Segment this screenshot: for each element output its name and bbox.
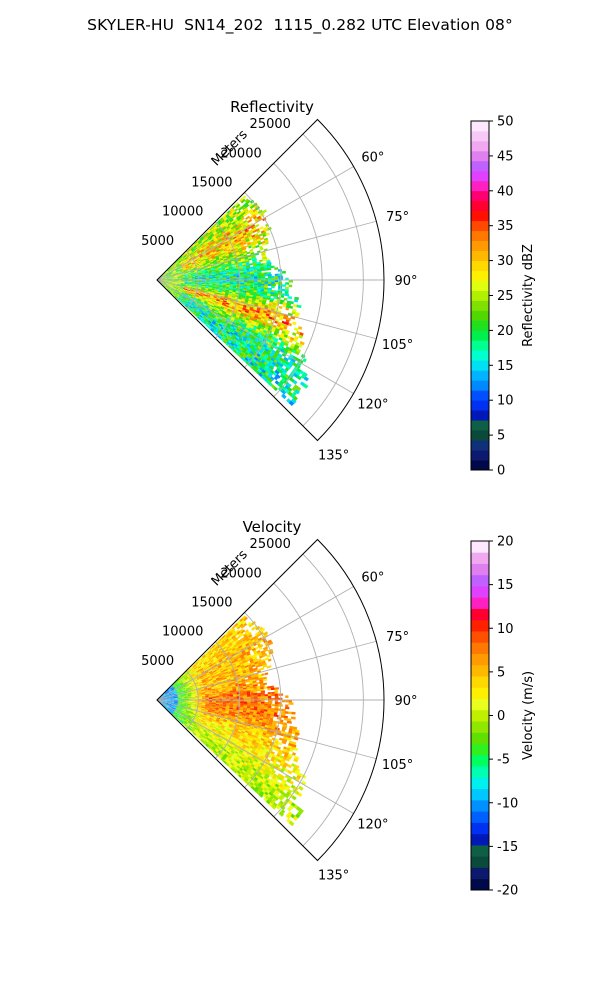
reflectivity-range-tick-label: 15000: [191, 175, 232, 190]
reflectivity-colorbar-tick-label: 15: [497, 359, 514, 374]
reflectivity-range-tick-label: 25000: [250, 117, 291, 132]
velocity-data-field: [157, 615, 307, 827]
reflectivity-azimuth-tick-label: 135°: [318, 449, 349, 464]
velocity-colorbar-tick-label: 0: [497, 709, 505, 724]
reflectivity-azimuth-line-3: [156, 279, 377, 340]
reflectivity-azimuth-tick-label: 60°: [361, 151, 384, 166]
reflectivity-azimuth-tick-label: 105°: [382, 338, 413, 353]
reflectivity-colorbar-tick-label: 50: [497, 115, 514, 130]
velocity-colorbar-tick-label: -15: [497, 840, 518, 855]
velocity-azimuth-tick-label: 135°: [318, 869, 349, 884]
velocity-range-tick-label: 10000: [162, 625, 203, 640]
reflectivity-title: Reflectivity: [230, 98, 314, 116]
velocity-azimuth-tick-label: 60°: [361, 571, 384, 586]
reflectivity-azimuth-tick-label: 120°: [357, 398, 388, 413]
reflectivity-colorbar-tick-label: 30: [497, 254, 514, 269]
reflectivity-panel: Reflectivity500010000150002000025000Mete…: [141, 98, 536, 479]
reflectivity-colorbar-tick-label: 25: [497, 289, 514, 304]
reflectivity-range-tick-label: 20000: [220, 146, 261, 161]
velocity-title: Velocity: [243, 518, 302, 536]
velocity-range-tick-label: 15000: [191, 595, 232, 610]
reflectivity-colorbar-tick-label: 0: [497, 464, 505, 479]
velocity-azimuth-tick-label: 120°: [357, 818, 388, 833]
velocity-colorbar-label: Velocity (m/s): [521, 671, 536, 760]
reflectivity-azimuth-tick-label: 90°: [394, 274, 417, 289]
reflectivity-colorbar-tick-label: 10: [497, 394, 514, 409]
reflectivity-azimuth-line-1: [156, 220, 377, 281]
velocity-azimuth-tick-label: 90°: [394, 694, 417, 709]
velocity-colorbar-tick-label: -20: [497, 884, 518, 899]
reflectivity-azimuth-tick-label: 75°: [386, 210, 409, 225]
velocity-colorbar-tick-label: -10: [497, 796, 518, 811]
reflectivity-colorbar: 0 5 10 15 20 25 30 35 40 45 50 Reflectivity dBZ: [470, 115, 536, 479]
velocity-azimuth-line-4: [156, 699, 354, 814]
velocity-colorbar-tick-label: 10: [497, 622, 514, 637]
velocity-azimuth-tick-label: 105°: [382, 758, 413, 773]
velocity-azimuth-line-3: [156, 699, 377, 760]
reflectivity-colorbar-label: Reflectivity dBZ: [521, 244, 536, 347]
reflectivity-colorbar-tick-label: 5: [497, 429, 505, 444]
velocity-colorbar-tick-label: 5: [497, 665, 505, 680]
reflectivity-colorbar-tick-label: 45: [497, 149, 514, 164]
reflectivity-colorbar-tick-label: 35: [497, 219, 514, 234]
velocity-range-tick-label: 20000: [220, 566, 261, 581]
reflectivity-azimuth-line-4: [156, 279, 354, 394]
reflectivity-azimuth-line-0: [156, 166, 354, 281]
velocity-frame: [156, 538, 385, 862]
velocity-range-tick-label: 25000: [250, 537, 291, 552]
figure-title: SKYLER-HU SN14_202 1115_0.282 UTC Elevat…: [87, 16, 513, 34]
velocity-colorbar-tick-label: -5: [497, 753, 510, 768]
velocity-azimuth-tick-label: 75°: [386, 630, 409, 645]
velocity-range-tick-label: 5000: [141, 654, 174, 669]
velocity-colorbar: -20 -15 -10 -5 0 5 10 15 20 Velocity (m/s): [470, 535, 536, 899]
reflectivity-range-tick-label: 10000: [162, 205, 203, 220]
reflectivity-range-tick-label: 5000: [141, 234, 174, 249]
velocity-colorbar-tick-label: 20: [497, 535, 514, 550]
reflectivity-colorbar-tick-label: 40: [497, 184, 514, 199]
velocity-azimuth-line-1: [156, 640, 377, 701]
reflectivity-colorbar-tick-label: 20: [497, 324, 514, 339]
velocity-colorbar-tick-label: 15: [497, 578, 514, 593]
reflectivity-frame: [156, 118, 385, 442]
velocity-azimuth-line-0: [156, 586, 354, 701]
